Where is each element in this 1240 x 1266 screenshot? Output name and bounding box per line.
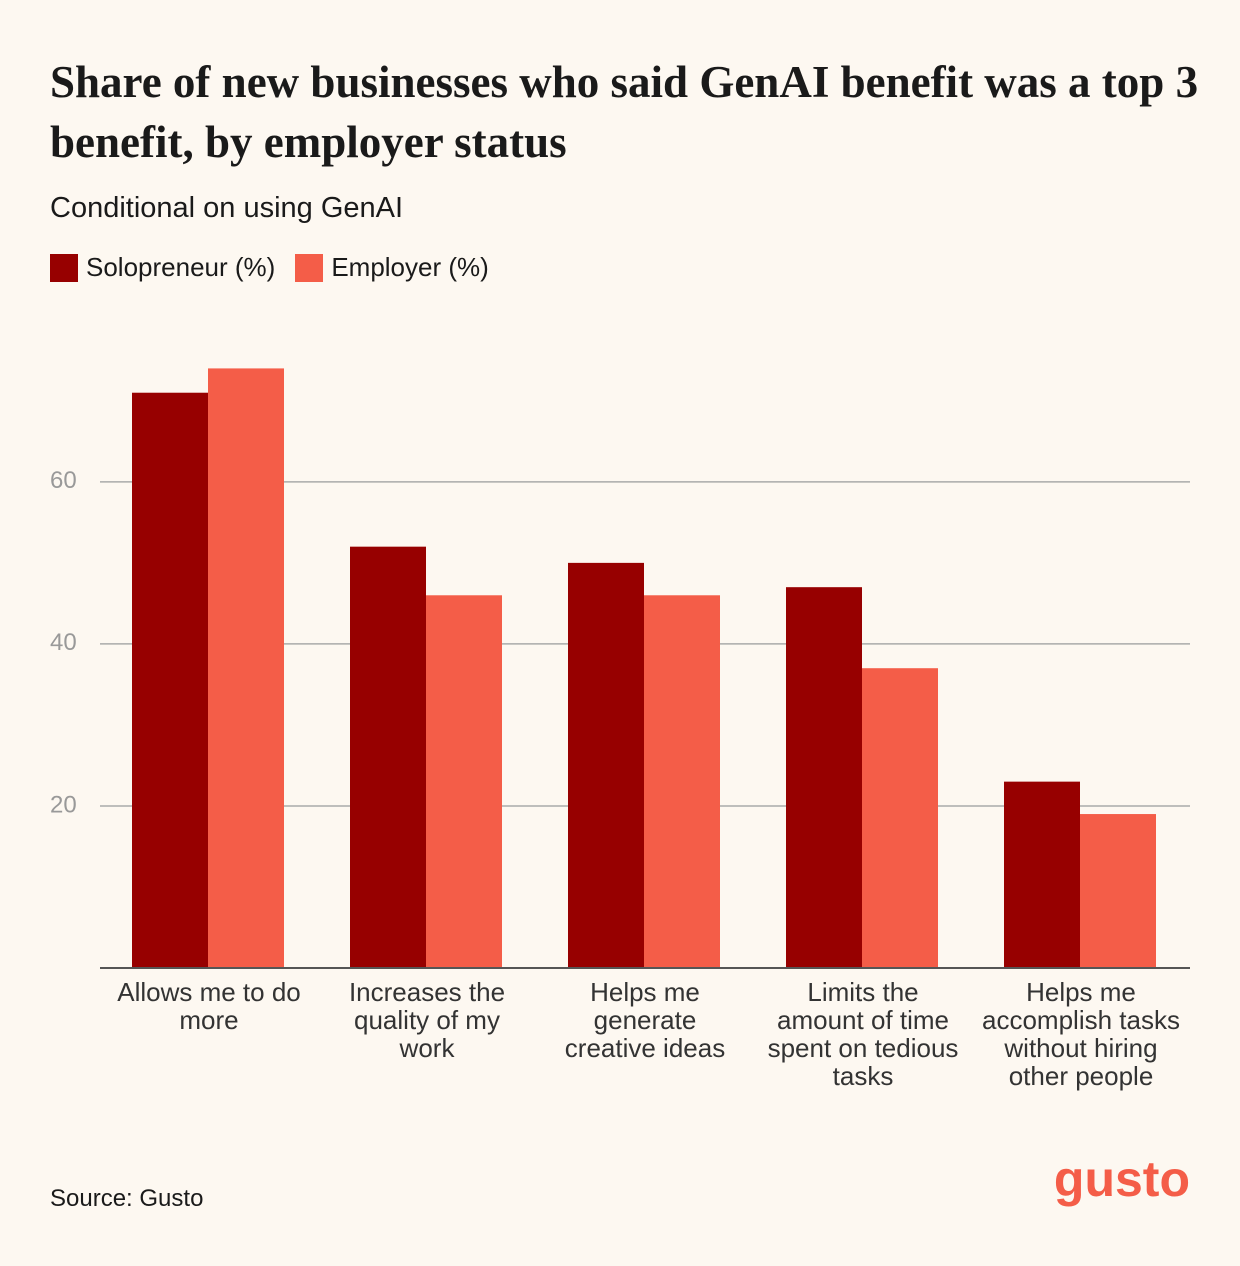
bar bbox=[1004, 781, 1080, 968]
bar bbox=[208, 368, 284, 968]
bar bbox=[786, 587, 862, 968]
bar bbox=[350, 546, 426, 968]
legend-label: Employer (%) bbox=[331, 252, 489, 282]
chart-subtitle: Conditional on using GenAI bbox=[50, 192, 404, 224]
source: Source: Gusto bbox=[50, 1185, 204, 1212]
y-tick-label: 20 bbox=[50, 791, 77, 818]
y-tick-label: 60 bbox=[50, 467, 77, 494]
x-tick-label: Allows me to do more bbox=[117, 977, 301, 1035]
bar bbox=[1080, 814, 1156, 968]
bar bbox=[132, 392, 208, 968]
logo: gusto bbox=[1053, 1151, 1190, 1207]
bar bbox=[644, 595, 720, 968]
x-tick-label: Limits the amount of time spent on tedio… bbox=[767, 977, 959, 1091]
legend-swatch bbox=[295, 253, 324, 282]
x-tick-label: Helps me generate creative ideas bbox=[564, 977, 726, 1063]
bar bbox=[862, 668, 938, 968]
legend-item: Employer (%) bbox=[295, 252, 489, 283]
chart-title: Share of new businesses who said GenAI b… bbox=[50, 57, 1199, 167]
legend: Solopreneur (%) Employer (%) bbox=[50, 252, 509, 283]
bar bbox=[568, 562, 644, 968]
x-tick-label: Helps me accomplish tasks without hiring… bbox=[982, 977, 1180, 1091]
legend-label: Solopreneur (%) bbox=[86, 252, 276, 282]
x-tick-label: Increases the quality of my work bbox=[348, 977, 506, 1063]
bar bbox=[426, 595, 502, 968]
y-tick-label: 40 bbox=[50, 629, 77, 656]
legend-item: Solopreneur (%) bbox=[50, 252, 275, 283]
legend-swatch bbox=[50, 253, 78, 282]
